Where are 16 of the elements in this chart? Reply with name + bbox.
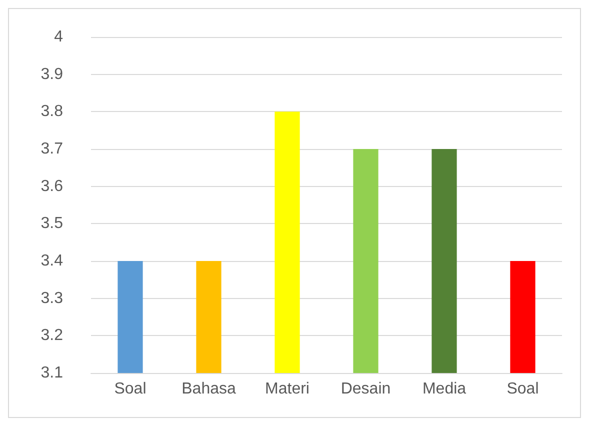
y-tick-label: 3.6	[40, 178, 64, 195]
y-tick-label: 3.9	[40, 66, 64, 83]
y-tick-label: 4	[54, 28, 64, 46]
x-tick-label: Soal	[114, 380, 146, 398]
y-tick-label: 3.2	[40, 327, 64, 344]
x-tick-label: Desain	[340, 380, 391, 398]
y-tick-label: 3.3	[40, 290, 64, 307]
y-tick-label: 3.8	[40, 103, 64, 120]
y-tick-label: 3.7	[40, 140, 64, 158]
x-tick-label: Soal	[506, 380, 539, 398]
x-tick-label: Materi	[265, 380, 310, 398]
y-tick-label: 3.1	[40, 364, 64, 382]
x-tick-label: Bahasa	[182, 380, 236, 398]
y-tick-label: 3.5	[40, 215, 64, 232]
x-tick-label: Media	[422, 380, 466, 398]
y-tick-label: 3.4	[40, 252, 64, 270]
